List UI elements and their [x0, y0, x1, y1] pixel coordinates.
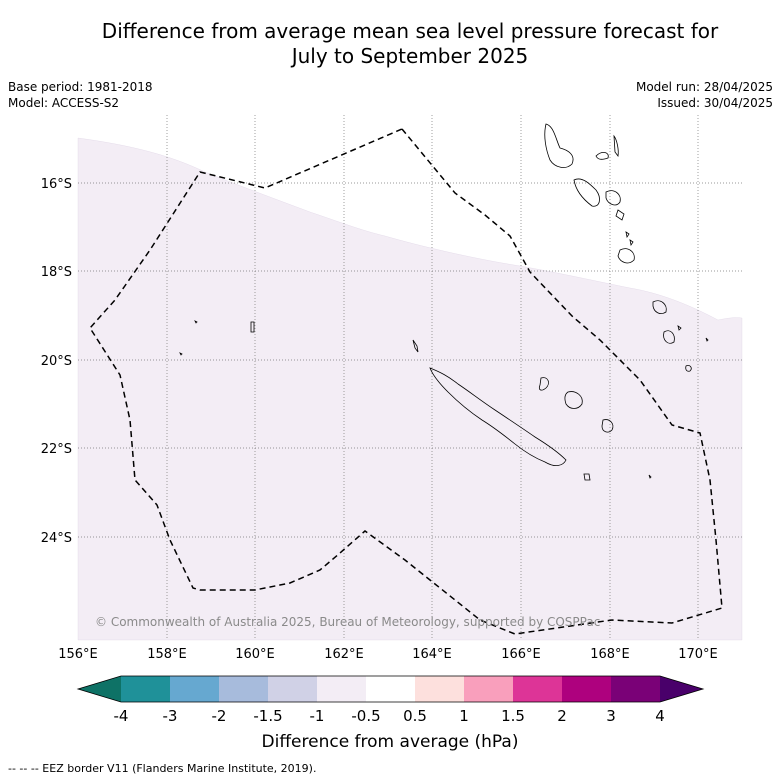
colorbar-outline [76, 675, 705, 703]
base-period-label: Base period: 1981-2018 [8, 80, 153, 94]
colorbar-low-extend [78, 676, 121, 702]
small-islet-5 [648, 474, 652, 479]
new-caledonia-island [429, 367, 567, 466]
ambae-island [595, 152, 609, 160]
lat-label-24s: 24°S [41, 531, 72, 546]
shepherd-islands [615, 209, 625, 221]
colorbar-high-extend [660, 676, 703, 702]
map-title: Difference from average mean sea level p… [0, 19, 781, 69]
small-islet-2 [179, 352, 183, 356]
title-line-1: Difference from average mean sea level p… [101, 19, 719, 43]
issued-label: Issued: 30/04/2025 [657, 96, 773, 110]
colorbar [76, 675, 705, 703]
meta-left: Base period: 1981-2018 Model: ACCESS-S2 [8, 79, 153, 111]
colorbar-segment-1 [121, 676, 170, 702]
colorbar-segment-4 [268, 676, 317, 702]
lat-label-22s: 22°S [41, 442, 72, 457]
small-islands-vanuatu [625, 231, 634, 247]
colorbar-tick-12: 4 [655, 707, 665, 725]
lon-label-164e: 164°E [412, 647, 452, 662]
lon-label-162e: 162°E [324, 647, 364, 662]
eez-legend: -- -- -- EEZ border V11 (Flanders Marine… [8, 762, 317, 775]
lon-label-160e: 160°E [235, 647, 275, 662]
colorbar-label: Difference from average (hPa) [262, 732, 519, 752]
colorbar-tick-9: 1.5 [501, 707, 525, 725]
colorbar-segment-2 [170, 676, 219, 702]
pentecost-epi-islands [605, 190, 621, 206]
colorbar-tick-4: -1.5 [253, 707, 282, 725]
chesterfield-reef [250, 321, 255, 333]
colorbar-segment-6 [366, 676, 415, 702]
colorbar-segment-8 [464, 676, 513, 702]
small-islet-1 [194, 320, 198, 324]
hunter-matthew-islands [685, 365, 692, 372]
lon-label-168e: 168°E [590, 647, 630, 662]
colorbar-tick-3: -2 [212, 707, 227, 725]
title-line-2: July to September 2025 [291, 44, 529, 68]
small-islet-4 [677, 325, 682, 331]
map-panel [77, 115, 743, 641]
efate-island [617, 248, 635, 264]
colorbar-segment-9 [513, 676, 562, 702]
colorbar-segment-10 [562, 676, 611, 702]
colorbar-tick-1: -4 [114, 707, 129, 725]
anatom-island [663, 330, 675, 344]
model-label: Model: ACCESS-S2 [8, 96, 120, 110]
small-islet-3 [705, 337, 709, 342]
anomaly-fill-region [77, 137, 743, 641]
meta-right: Model run: 28/04/2025 Issued: 30/04/2025 [636, 79, 773, 111]
colorbar-tick-10: 2 [557, 707, 567, 725]
colorbar-segment-11 [611, 676, 660, 702]
colorbar-tick-11: 3 [606, 707, 616, 725]
colorbar-segment-5 [317, 676, 366, 702]
malakula-island [573, 178, 600, 207]
tanna-erromango [652, 300, 667, 314]
model-run-label: Model run: 28/04/2025 [635, 80, 773, 94]
colorbar-tick-8: 1 [459, 707, 469, 725]
lat-label-20s: 20°S [41, 354, 72, 369]
lat-label-16s: 16°S [41, 177, 72, 192]
eez-border [89, 128, 723, 635]
colorbar-tick-5: -1 [310, 707, 325, 725]
isle-of-pines [583, 473, 591, 481]
colorbar-segment-7 [415, 676, 464, 702]
colorbar-tick-7: 0.5 [403, 707, 427, 725]
colorbar-segment-3 [219, 676, 268, 702]
loyalty-islands-ouvea [538, 377, 549, 391]
loyalty-islands-lifou [564, 391, 583, 409]
graticule [78, 115, 742, 640]
lon-label-158e: 158°E [147, 647, 187, 662]
maewo-island [613, 134, 619, 157]
colorbar-tick-2: -3 [163, 707, 178, 725]
belep-islands [412, 339, 419, 353]
espiritu-santo [544, 123, 574, 168]
lon-label-166e: 166°E [501, 647, 541, 662]
lat-label-18s: 18°S [41, 265, 72, 280]
copyright-notice: © Commonwealth of Australia 2025, Bureau… [95, 615, 600, 629]
colorbar-tick-6: -0.5 [351, 707, 380, 725]
lon-label-156e: 156°E [58, 647, 98, 662]
loyalty-islands-mare [601, 419, 614, 433]
lon-label-170e: 170°E [678, 647, 718, 662]
